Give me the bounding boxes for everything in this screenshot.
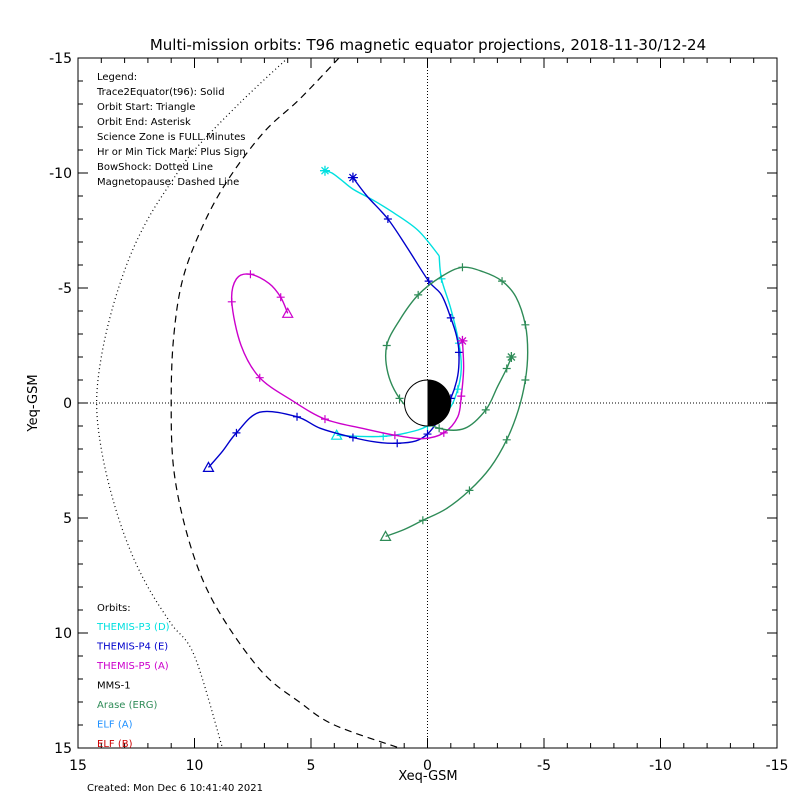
hour-tick-mark [498, 277, 507, 286]
legend-line: Magnetopause: Dashed Line [97, 177, 239, 188]
orbit-line [384, 266, 529, 538]
x-tick-label: 5 [307, 758, 316, 774]
legend-line: Orbit End: Asterisk [97, 117, 191, 128]
x-tick-label: 15 [69, 758, 87, 774]
orbit-end-marker [506, 352, 517, 362]
x-tick-label: 10 [186, 758, 204, 774]
created-footer: Created: Mon Dec 6 10:41:40 2021 [87, 783, 263, 794]
hour-tick-mark [320, 415, 329, 424]
y-tick-label: -10 [49, 166, 72, 182]
hour-tick-mark [454, 348, 463, 357]
hour-tick-mark [457, 392, 466, 401]
hour-tick-mark [465, 486, 474, 495]
series-themis-p3-d [319, 165, 463, 441]
orbits-legend-item: ELF (B) [97, 739, 133, 750]
orbit-start-marker [202, 461, 215, 472]
orbit-end-marker [347, 172, 358, 183]
y-tick-label: 10 [54, 626, 72, 642]
earth-symbol [404, 379, 451, 427]
chart-title: Multi-mission orbits: T96 magnetic equat… [150, 36, 706, 54]
hour-tick-mark [348, 433, 357, 442]
y-tick-label: 0 [63, 396, 72, 412]
series-group [202, 165, 530, 541]
hour-tick-mark [379, 432, 388, 441]
hour-tick-mark [435, 424, 444, 433]
hour-tick-mark [521, 376, 530, 384]
boundaries [96, 57, 400, 749]
hour-tick-mark [393, 439, 402, 448]
hour-tick-mark [418, 516, 427, 525]
hour-tick-mark [446, 313, 455, 322]
orbits-legend-item: THEMIS-P4 (E) [96, 642, 168, 653]
y-tick-label: -5 [58, 281, 72, 297]
series-themis-p5-a [227, 270, 468, 440]
hour-tick-mark [390, 431, 399, 440]
hour-tick-mark [255, 373, 264, 382]
x-tick-label: -15 [766, 758, 789, 774]
hour-tick-mark [481, 405, 490, 414]
legend-line: Hr or Min Tick Mark: Plus Sign [97, 147, 246, 158]
hour-tick-mark [246, 270, 255, 279]
y-axis-title: Yeq-GSM [26, 374, 41, 432]
orbits-legend-item: THEMIS-P5 (A) [96, 661, 169, 672]
hour-tick-mark [439, 428, 448, 437]
legend-block: Legend: Trace2Equator(t96): Solid Orbit St… [96, 72, 246, 188]
hour-tick-mark [293, 412, 302, 421]
hour-tick-mark [414, 290, 423, 299]
orbit-start-marker [379, 530, 392, 541]
x-tick-label: -5 [537, 758, 551, 774]
x-axis-title: Xeq-GSM [398, 769, 457, 784]
x-tick-label: -10 [649, 758, 672, 774]
hour-tick-mark [395, 394, 404, 403]
y-tick-label: 5 [63, 511, 72, 527]
hour-tick-mark [423, 430, 432, 439]
orbits-legend-header: Orbits: [97, 603, 131, 614]
legend-line: Legend: [97, 72, 137, 83]
orbits-legend: THEMIS-P3 (D) THEMIS-P4 (E) THEMIS-P5 (A) M… [96, 622, 170, 750]
hour-tick-mark [383, 215, 392, 223]
hour-tick-mark [453, 385, 462, 394]
axis-ticks: 15 10 5 0 -5 -10 -15 -15 -10 -5 0 5 10 15 [49, 51, 788, 774]
hour-tick-mark [227, 297, 236, 306]
orbits-legend-item: THEMIS-P3 (D) [96, 622, 170, 633]
hour-tick-mark [458, 263, 467, 272]
y-tick-label: -15 [49, 51, 72, 67]
magnetopause-line [170, 57, 400, 749]
legend-line: Science Zone is FULL Minutes [97, 132, 246, 143]
legend-line: Orbit Start: Triangle [97, 102, 195, 113]
x-tick-label: 0 [423, 758, 432, 774]
legend-line: BowShock: Dotted Line [97, 162, 213, 173]
hour-tick-mark [502, 435, 511, 444]
series-arase-erg [379, 263, 530, 541]
hour-tick-mark [521, 320, 530, 329]
orbits-legend-item: ELF (A) [97, 720, 133, 731]
orbit-start-marker [281, 307, 294, 318]
legend-line: Trace2Equator(t96): Solid [96, 87, 225, 98]
hour-tick-mark [424, 277, 433, 286]
orbit-start-marker [330, 428, 343, 440]
orbits-legend-item: MMS-1 [97, 681, 131, 692]
earth-night-side [427, 380, 451, 426]
y-tick-label: 15 [54, 741, 72, 757]
orbit-end-marker [457, 335, 468, 346]
orbit-line-continued [324, 170, 440, 257]
hour-tick-mark [382, 341, 391, 350]
hour-tick-mark [502, 364, 511, 373]
orbits-legend-item: Arase (ERG) [97, 700, 158, 711]
hour-tick-mark [232, 428, 241, 437]
hour-tick-mark [276, 293, 285, 302]
orbit-end-marker [319, 165, 330, 176]
